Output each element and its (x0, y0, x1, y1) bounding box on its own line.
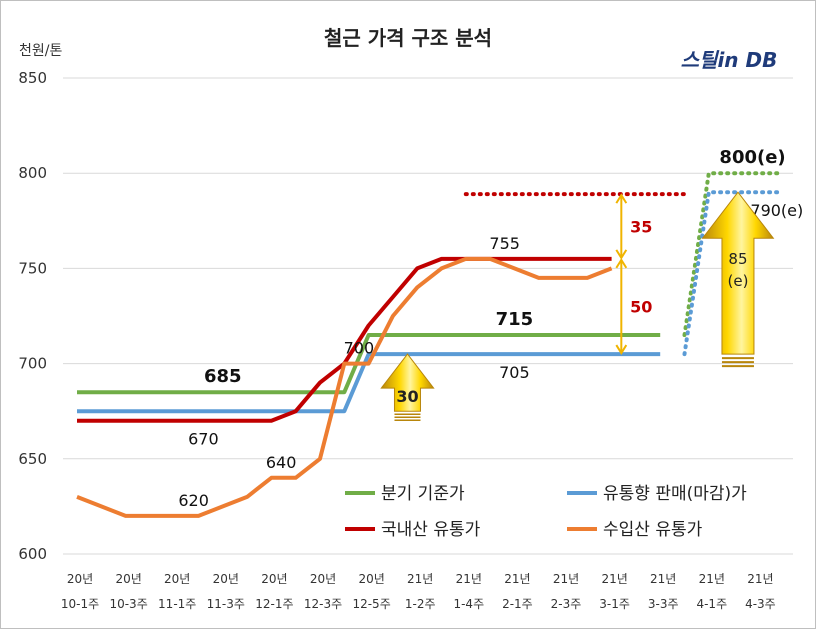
data-label: 790(e) (750, 201, 803, 220)
x-tick-year: 21년 (699, 572, 725, 586)
annotation-arrow-up (380, 353, 435, 412)
x-tick-year: 21년 (747, 572, 773, 586)
legend-label-2: 국내산 유통가 (381, 520, 481, 540)
x-tick-year: 21년 (456, 572, 482, 586)
data-label: 620 (178, 491, 209, 510)
x-tick-week: 10-1주 (61, 597, 99, 611)
series-forecast-line-0 (682, 171, 784, 337)
x-tick-week: 4-1주 (696, 597, 727, 611)
annotation-arrowhead-down (615, 249, 628, 260)
logo: 스틸in DB (681, 48, 778, 72)
x-tick-year: 21년 (504, 572, 530, 586)
data-label: 755 (489, 234, 520, 253)
x-tick-year: 20년 (358, 572, 384, 586)
data-label: 700 (344, 339, 375, 358)
x-tick-week: 11-1주 (158, 597, 196, 611)
y-tick-label: 600 (18, 545, 47, 563)
data-label: 640 (266, 453, 297, 472)
annotation-arrowhead-up (615, 257, 628, 269)
x-tick-year: 20년 (261, 572, 287, 586)
series-forecast-line-1 (682, 190, 784, 357)
series-line-0 (77, 333, 661, 395)
y-tick-label: 800 (18, 164, 47, 182)
x-tick-week: 3-3주 (648, 597, 679, 611)
x-tick-week: 4-3주 (745, 597, 776, 611)
y-axis-ticks: 600 650 700 750 800 850 (18, 69, 47, 563)
x-tick-week: 12-5주 (352, 597, 390, 611)
x-tick-week: 3-1주 (599, 597, 630, 611)
data-label: 800(e) (719, 147, 785, 168)
series-line-1 (77, 352, 661, 414)
y-tick-label: 850 (18, 69, 47, 87)
legend-label-1: 유통향 판매(마감)가 (603, 484, 747, 504)
x-tick-year: 20년 (164, 572, 190, 586)
series-layer (76, 171, 784, 518)
x-tick-year: 21년 (407, 572, 433, 586)
y-tick-label: 700 (18, 355, 47, 373)
x-tick-year: 20년 (213, 572, 239, 586)
annotation-arrows: 30 35 50 85 (e) (380, 191, 775, 421)
annotation-text: 85 (728, 250, 747, 268)
grid-lines (63, 77, 793, 555)
x-tick-year: 20년 (67, 572, 93, 586)
series-line-3 (76, 256, 613, 518)
legend-label-0: 분기 기준가 (381, 484, 465, 504)
annotation-arrowhead-down (615, 344, 628, 355)
x-tick-week: 11-3주 (207, 597, 245, 611)
x-tick-week: 1-2주 (405, 597, 436, 611)
annotation-arrow-up (701, 191, 775, 355)
y-tick-label: 750 (18, 259, 47, 277)
y-tick-label: 650 (18, 450, 47, 468)
x-tick-week: 12-3주 (304, 597, 342, 611)
x-tick-week: 2-3주 (551, 597, 582, 611)
annotation-text: 50 (630, 297, 652, 316)
x-tick-year: 20년 (310, 572, 336, 586)
x-tick-week: 10-3주 (109, 597, 147, 611)
data-label-layer: 685 670 620 640 700 715 705 755 800(e) 790(e) (178, 147, 803, 510)
annotation-text: 35 (630, 218, 652, 237)
data-label: 705 (499, 363, 530, 382)
x-axis-ticks: 20년 10-1주 20년 10-3주 20년 11-1주 20년 11-3주 20년 12-1주… (61, 572, 776, 611)
legend-label-3: 수입산 유통가 (603, 520, 703, 540)
x-tick-week: 2-1주 (502, 597, 533, 611)
x-tick-week: 12-1주 (255, 597, 293, 611)
x-tick-year: 21년 (650, 572, 676, 586)
annotation-text: (e) (727, 272, 748, 290)
logo-text: 스틸in DB (681, 48, 778, 72)
annotation-arrowhead-up (615, 193, 628, 204)
y-axis-unit: 천원/톤 (19, 43, 62, 59)
data-label: 670 (188, 430, 219, 449)
annotation-text: 30 (396, 387, 418, 406)
x-tick-year: 21년 (601, 572, 627, 586)
chart-title: 철근 가격 구조 분석 (324, 26, 492, 50)
data-label: 715 (496, 309, 534, 330)
x-tick-week: 1-4주 (453, 597, 484, 611)
x-tick-year: 20년 (115, 572, 141, 586)
data-label: 685 (204, 366, 242, 387)
x-tick-year: 21년 (553, 572, 579, 586)
